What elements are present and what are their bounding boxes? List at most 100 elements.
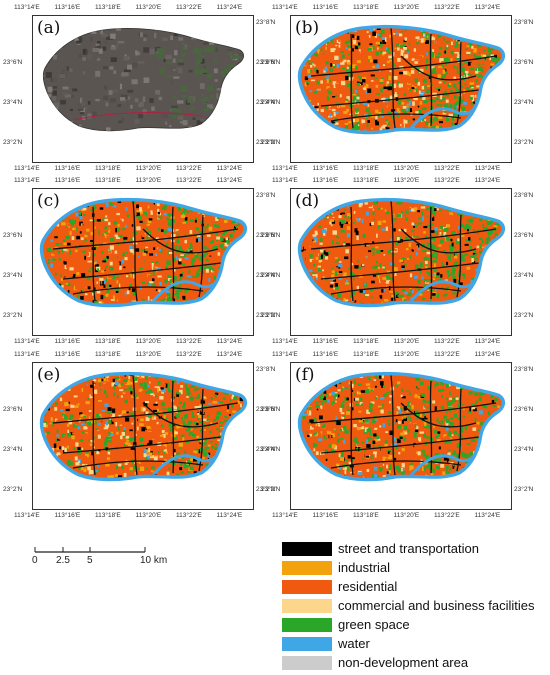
tick-label-bottom: 113°16'E [312,338,339,345]
tick-label-left: 23°4'N [3,446,23,453]
legend-item-commercial: commercial and business facilities [282,597,547,613]
tick-label-bottom: 113°22'E [434,165,460,172]
tick-label-bottom: 113°14'E [272,512,298,519]
tick-label-top: 113°16'E [54,4,81,11]
tick-label-top: 113°16'E [312,4,339,11]
tick-label-left: 23°2'N [3,139,23,146]
tick-label-bottom: 113°24'E [216,165,243,172]
tick-label-top: 113°14'E [14,351,40,358]
map-canvas [297,197,506,308]
legend-swatch [282,637,332,651]
legend-swatch [282,561,332,575]
tick-label-left: 23°2'N [3,486,23,493]
tick-label-top: 113°20'E [393,351,420,358]
legend-label: commercial and business facilities [338,598,535,613]
tick-label-bottom: 113°14'E [14,512,40,519]
legend-swatch [282,542,332,556]
legend-label: green space [338,617,410,632]
tick-label-top: 113°18'E [95,351,121,358]
tick-label-bottom: 113°22'E [434,512,460,519]
tick-label-top: 113°16'E [54,177,81,184]
legend-item-street: street and transportation [282,540,547,556]
tick-label-top: 113°14'E [272,351,298,358]
tick-label-right: 23°2'N [514,139,534,146]
scale-label-2-5: 2.5 [56,555,70,566]
tick-label-right: 23°6'N [256,232,276,239]
tick-label-right: 23°2'N [514,486,534,493]
tick-label-left: 23°2'N [261,486,281,493]
map-panel-e: (e) [32,362,254,510]
tick-label-right: 23°6'N [256,406,276,413]
tick-label-top: 113°16'E [54,351,81,358]
tick-label-right: 23°2'N [514,312,534,319]
tick-label-top: 113°22'E [176,4,202,11]
tick-label-top: 113°24'E [474,351,501,358]
legend-swatch [282,580,332,594]
scale-label-10km: 10 km [140,555,168,566]
legend-item-residential: residential [282,578,547,594]
tick-label-bottom: 113°24'E [474,338,501,345]
tick-label-right: 23°8'N [256,19,276,26]
tick-label-bottom: 113°18'E [95,338,121,345]
tick-label-bottom: 113°14'E [14,165,40,172]
tick-label-top: 113°20'E [393,4,420,11]
tick-label-top: 113°24'E [474,4,501,11]
tick-label-right: 23°8'N [514,19,534,26]
panel-label: (a) [37,18,61,38]
tick-label-bottom: 113°20'E [393,165,420,172]
tick-label-bottom: 113°14'E [14,338,40,345]
map-canvas [39,371,248,482]
tick-label-bottom: 113°20'E [393,512,420,519]
tick-label-right: 23°4'N [514,446,534,453]
tick-label-top: 113°20'E [135,177,162,184]
scale-bar [33,545,153,565]
tick-label-bottom: 113°16'E [54,512,81,519]
tick-label-left: 23°6'N [261,406,281,413]
tick-label-top: 113°22'E [176,177,202,184]
tick-label-top: 113°20'E [393,177,420,184]
tick-label-bottom: 113°20'E [135,165,162,172]
legend-item-green-space: green space [282,616,547,632]
tick-label-bottom: 113°16'E [312,165,339,172]
tick-label-left: 23°6'N [3,406,23,413]
tick-label-left: 23°4'N [3,272,23,279]
panel-label: (e) [37,365,61,385]
tick-label-bottom: 113°18'E [353,165,379,172]
tick-label-top: 113°22'E [434,351,460,358]
legend-swatch [282,656,332,670]
tick-label-left: 23°2'N [261,312,281,319]
tick-label-bottom: 113°24'E [474,165,501,172]
panel-label: (d) [295,191,320,211]
tick-label-bottom: 113°20'E [393,338,420,345]
tick-label-right: 23°8'N [514,192,534,199]
panel-label: (c) [37,191,60,211]
tick-label-top: 113°24'E [216,4,243,11]
map-panel-c: (c) [32,188,254,336]
tick-label-top: 113°20'E [135,351,162,358]
tick-label-bottom: 113°22'E [176,512,202,519]
tick-label-right: 23°4'N [514,272,534,279]
tick-label-right: 23°6'N [514,232,534,239]
map-panel-b: (b) [290,15,512,163]
tick-label-top: 113°18'E [95,4,121,11]
tick-label-right: 23°2'N [256,486,276,493]
tick-label-top: 113°14'E [272,177,298,184]
legend-label: water [338,636,370,651]
tick-label-bottom: 113°16'E [54,165,81,172]
tick-label-top: 113°14'E [272,4,298,11]
tick-label-right: 23°8'N [256,192,276,199]
tick-label-bottom: 113°14'E [272,165,298,172]
tick-label-right: 23°8'N [256,366,276,373]
tick-label-bottom: 113°22'E [176,338,202,345]
map-canvas [42,28,244,132]
tick-label-top: 113°22'E [434,177,460,184]
tick-label-top: 113°18'E [353,4,379,11]
tick-label-bottom: 113°24'E [216,338,243,345]
tick-label-bottom: 113°16'E [312,512,339,519]
tick-label-top: 113°22'E [434,4,460,11]
tick-label-bottom: 113°20'E [135,338,162,345]
tick-label-bottom: 113°20'E [135,512,162,519]
legend-label: street and transportation [338,541,479,556]
tick-label-bottom: 113°18'E [353,338,379,345]
map-canvas [297,24,506,135]
